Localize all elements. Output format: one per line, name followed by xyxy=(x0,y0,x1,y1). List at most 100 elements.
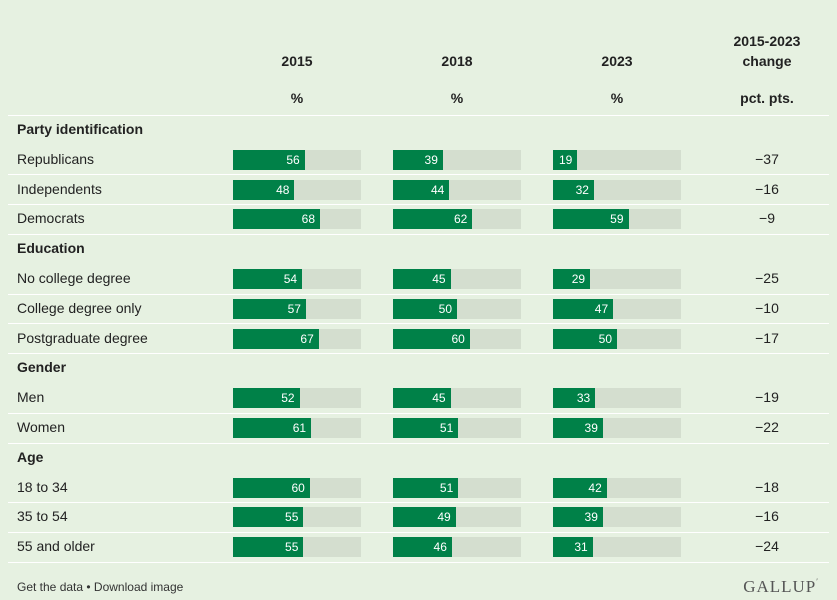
row-label: College degree only xyxy=(17,299,142,316)
bar: 42 xyxy=(553,477,607,498)
bar-value-label: 39 xyxy=(424,152,438,167)
download-image-link[interactable]: Download image xyxy=(93,580,184,594)
row-label: Independents xyxy=(17,180,102,197)
bar-track: 29 xyxy=(553,269,681,289)
row-divider xyxy=(8,412,829,414)
bar-value-label: 50 xyxy=(438,301,452,316)
row-label: 35 to 54 xyxy=(17,508,68,525)
bar: 48 xyxy=(233,179,295,200)
bar: 32 xyxy=(553,179,594,200)
bar-track: 62 xyxy=(393,209,521,230)
change-value: −19 xyxy=(755,389,779,406)
bar: 51 xyxy=(393,477,459,498)
bar: 51 xyxy=(393,418,459,438)
bar: 56 xyxy=(233,149,305,170)
bar: 60 xyxy=(233,477,310,498)
bar-track: 54 xyxy=(233,269,361,289)
row-divider xyxy=(8,353,829,355)
bar-track: 32 xyxy=(553,179,681,200)
change-value: −18 xyxy=(755,478,779,495)
bar: 49 xyxy=(393,507,456,528)
bar-track: 60 xyxy=(233,477,361,498)
year-header-2015: 2015 xyxy=(281,53,313,69)
row-divider xyxy=(8,561,829,563)
bar-track: 31 xyxy=(553,537,681,558)
bar: 19 xyxy=(553,149,578,170)
bar-track: 51 xyxy=(393,418,521,438)
bar-value-label: 39 xyxy=(584,421,598,435)
bar-value-label: 60 xyxy=(291,480,305,495)
row-label: 18 to 34 xyxy=(17,478,68,495)
year-header-2018: 2018 xyxy=(441,53,473,69)
unit-header-2023: % xyxy=(610,90,624,106)
bar-value-label: 33 xyxy=(576,391,591,406)
bar-track: 55 xyxy=(233,537,361,558)
gallup-logo-text: GALLUP xyxy=(743,577,817,596)
bar-value-label: 45 xyxy=(432,272,446,286)
bar-track: 55 xyxy=(233,507,361,528)
bar: 47 xyxy=(553,298,614,319)
footer-separator: • xyxy=(83,580,94,594)
change-value: −37 xyxy=(755,150,779,167)
bar-track: 51 xyxy=(393,477,521,498)
row-divider xyxy=(8,502,829,504)
bar: 29 xyxy=(553,269,591,289)
bar-value-label: 59 xyxy=(610,212,624,227)
row-divider xyxy=(8,293,829,295)
bar-track: 50 xyxy=(553,328,681,349)
bar: 39 xyxy=(553,418,603,438)
change-value: −22 xyxy=(755,419,779,435)
change-value: −24 xyxy=(755,538,779,555)
row-label: No college degree xyxy=(17,270,131,286)
gallup-logo: GALLUP′ xyxy=(743,577,819,596)
bar-value-label: 19 xyxy=(558,152,573,167)
change-unit-header: pct. pts. xyxy=(740,90,794,106)
bar: 60 xyxy=(393,328,470,349)
section-label: Gender xyxy=(17,359,67,376)
bar-value-label: 31 xyxy=(574,540,588,555)
bar-track: 49 xyxy=(393,507,521,528)
row-divider xyxy=(8,531,829,533)
bar-value-label: 54 xyxy=(283,272,298,286)
change-value: −16 xyxy=(755,508,779,525)
bar-value-label: 44 xyxy=(430,182,445,197)
bar-value-label: 46 xyxy=(433,540,447,555)
bar-track: 59 xyxy=(553,209,681,230)
row-divider xyxy=(8,323,829,325)
bar-track: 39 xyxy=(553,418,681,438)
bar-track: 68 xyxy=(233,209,361,230)
section-label: Age xyxy=(17,448,44,465)
bar-track: 42 xyxy=(553,477,681,498)
row-divider xyxy=(8,442,829,444)
bar: 39 xyxy=(393,149,443,170)
change-value: −10 xyxy=(755,299,779,316)
row-label: Women xyxy=(17,419,65,435)
unit-header-2018: % xyxy=(450,90,464,106)
bar-track: 46 xyxy=(393,537,521,558)
footer-links: Get the data • Download image xyxy=(17,580,183,594)
year-header-2023: 2023 xyxy=(601,53,633,69)
section-label: Education xyxy=(17,240,85,257)
get-data-link[interactable]: Get the data xyxy=(17,580,84,594)
bar: 62 xyxy=(393,209,473,230)
bar: 55 xyxy=(233,537,304,558)
bar-value-label: 55 xyxy=(285,540,299,555)
bar-track: 56 xyxy=(233,149,361,170)
section-label: Party identification xyxy=(17,121,144,137)
row-label: Republicans xyxy=(17,150,95,167)
bar-track: 52 xyxy=(233,388,361,409)
bar: 45 xyxy=(393,388,451,409)
bar: 57 xyxy=(233,298,306,319)
bar-track: 47 xyxy=(553,298,681,319)
bar-value-label: 57 xyxy=(287,301,301,316)
bar-track: 45 xyxy=(393,388,521,409)
bar-value-label: 68 xyxy=(301,212,316,227)
bar-value-label: 67 xyxy=(300,331,314,346)
bar-value-label: 55 xyxy=(285,510,299,525)
bar: 33 xyxy=(553,388,596,409)
bar-value-label: 60 xyxy=(451,331,465,346)
bar: 59 xyxy=(553,209,629,230)
bar: 54 xyxy=(233,269,303,289)
bar-value-label: 51 xyxy=(439,421,454,435)
change-value: −16 xyxy=(755,180,779,197)
